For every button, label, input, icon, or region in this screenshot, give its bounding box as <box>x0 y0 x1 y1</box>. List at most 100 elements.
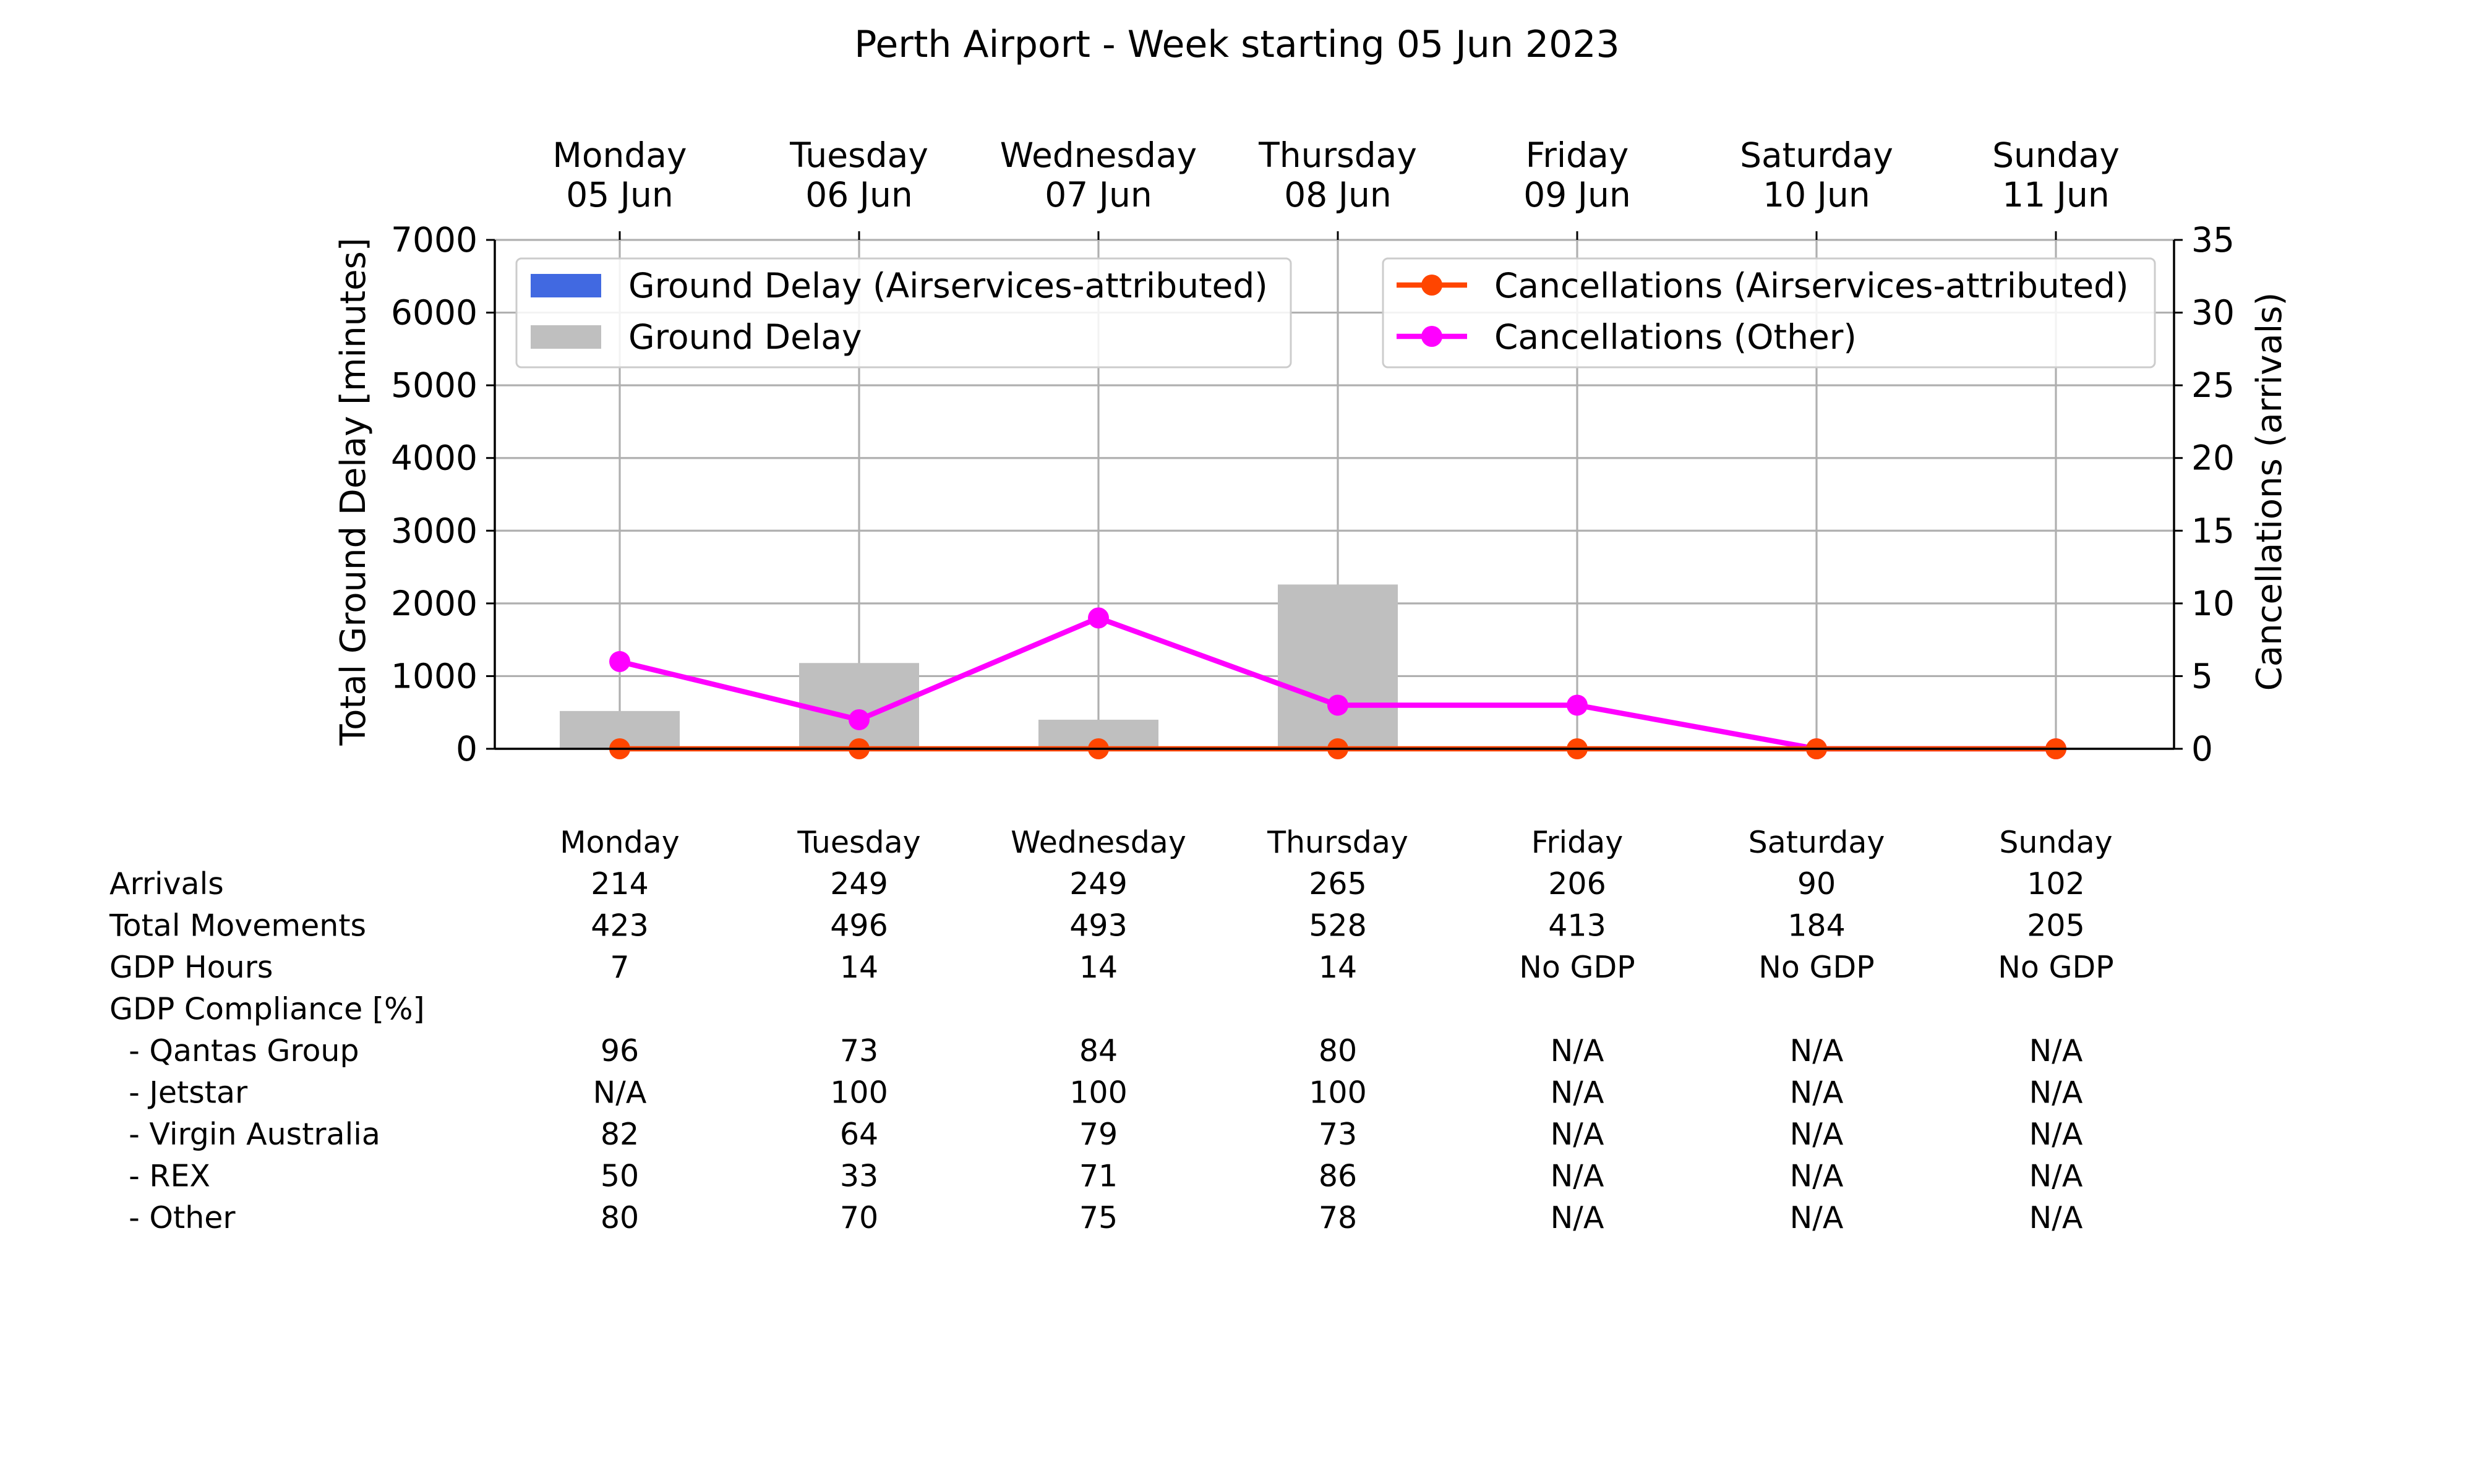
table-cell: N/A <box>2029 1075 2083 1111</box>
point-cancellations-other <box>609 650 630 672</box>
right-tick-label: 35 <box>2191 220 2235 260</box>
table-column-header: Friday <box>1531 825 1624 860</box>
right-tick-label: 10 <box>2191 584 2235 623</box>
table-cell: N/A <box>1790 1033 1844 1068</box>
table-cell: N/A <box>2029 1033 2083 1068</box>
legend-box <box>1382 257 2156 369</box>
left-axis-label: Total Ground Delay [minutes] <box>333 237 374 746</box>
left-tick-label: 2000 <box>391 584 477 623</box>
table-cell: No GDP <box>1998 950 2113 985</box>
table-row-label: - REX <box>109 1159 210 1194</box>
axes <box>494 240 2175 750</box>
legend-label: Ground Delay <box>628 317 862 357</box>
table-cell: 14 <box>840 950 878 985</box>
top-label-date: 10 Jun <box>1763 175 1870 215</box>
left-tick-label: 4000 <box>391 438 477 478</box>
point-cancellations-other <box>1567 694 1588 716</box>
top-label-day: Saturday <box>1740 135 1893 175</box>
table-cell: 71 <box>1079 1159 1118 1194</box>
top-label-date: 05 Jun <box>566 175 673 215</box>
right-tick-label: 25 <box>2191 365 2235 405</box>
right-tick-label: 15 <box>2191 511 2235 550</box>
right-axis-label: Cancellations (arrivals) <box>2249 292 2290 691</box>
table-cell: 528 <box>1309 908 1367 944</box>
left-axis-ticks: 0 1000 2000 3000 4000 5000 6000 7000 <box>391 220 495 769</box>
right-tick-label: 5 <box>2191 656 2213 696</box>
table-cell: 84 <box>1079 1033 1118 1068</box>
table-cell: 80 <box>1319 1033 1357 1068</box>
right-axis-ticks: 0 5 10 15 20 25 30 35 <box>2174 220 2235 769</box>
table-cell: N/A <box>1551 1200 1604 1235</box>
left-tick-label: 3000 <box>391 511 477 550</box>
table-cell: 100 <box>1309 1075 1367 1111</box>
table-cell: 184 <box>1787 908 1846 944</box>
table-column-header: Thursday <box>1267 825 1408 860</box>
table-cell: 265 <box>1309 866 1367 902</box>
table-cell: N/A <box>1790 1075 1844 1111</box>
left-tick-label: 7000 <box>391 220 477 260</box>
table-cell: 493 <box>1069 908 1128 944</box>
right-tick-label: 30 <box>2191 293 2235 333</box>
table-cell: 70 <box>840 1200 878 1235</box>
table-cell: 14 <box>1079 950 1118 985</box>
table-column-header: Saturday <box>1748 825 1885 860</box>
table-cell: N/A <box>1551 1033 1604 1068</box>
legend-swatch <box>531 325 601 349</box>
table-cell: 79 <box>1079 1117 1118 1152</box>
top-label-day: Wednesday <box>1000 135 1197 175</box>
legend-label: Cancellations (Other) <box>1494 317 1857 357</box>
top-label-day: Thursday <box>1258 135 1417 175</box>
legend-box <box>515 257 1292 369</box>
table-cell: 249 <box>830 866 888 902</box>
top-label-date: 09 Jun <box>1523 175 1630 215</box>
table-cell: 496 <box>830 908 888 944</box>
table-cell: 73 <box>840 1033 878 1068</box>
table-column-header: Wednesday <box>1011 825 1186 860</box>
table-cell: N/A <box>1551 1159 1604 1194</box>
table-row-label: GDP Compliance [%] <box>109 992 425 1027</box>
right-tick-label: 0 <box>2191 729 2213 769</box>
top-label-day: Tuesday <box>789 135 928 175</box>
top-label-date: 07 Jun <box>1045 175 1152 215</box>
point-cancellations-other <box>849 709 870 730</box>
top-label-day: Monday <box>552 135 687 175</box>
table-cell: 100 <box>1069 1075 1128 1111</box>
table-cell: 205 <box>2027 908 2085 944</box>
legend-label: Ground Delay (Airservices-attributed) <box>628 266 1268 305</box>
left-tick-label: 5000 <box>391 365 477 405</box>
table-cell: N/A <box>1790 1117 1844 1152</box>
left-tick-label: 6000 <box>391 293 477 333</box>
table-cell: 86 <box>1319 1159 1357 1194</box>
table-cell: 64 <box>840 1117 878 1152</box>
top-label-day: Sunday <box>1992 135 2120 175</box>
top-label-date: 08 Jun <box>1284 175 1391 215</box>
table-cell: 413 <box>1548 908 1606 944</box>
table-cell: N/A <box>1551 1075 1604 1111</box>
table-cell: 7 <box>610 950 629 985</box>
table-cell: 33 <box>840 1159 878 1194</box>
table-cell: No GDP <box>1758 950 1874 985</box>
table-column-header: Tuesday <box>797 825 920 860</box>
table-cell: 14 <box>1319 950 1357 985</box>
table-cell: 73 <box>1319 1117 1357 1152</box>
top-label-date: 11 Jun <box>2002 175 2109 215</box>
table-cell: 206 <box>1548 866 1606 902</box>
top-label-day: Friday <box>1526 135 1629 175</box>
table-cell: 249 <box>1069 866 1128 902</box>
table-column-header: Sunday <box>1999 825 2112 860</box>
table-cell: N/A <box>1790 1159 1844 1194</box>
table-cell: No GDP <box>1519 950 1635 985</box>
legend-marker <box>1421 326 1442 347</box>
table-cell: 96 <box>601 1033 639 1068</box>
table-cell: N/A <box>1790 1200 1844 1235</box>
table-cell: N/A <box>2029 1159 2083 1194</box>
table-row-label: Total Movements <box>109 908 366 944</box>
table-cell: 102 <box>2027 866 2085 902</box>
table-cell: 80 <box>601 1200 639 1235</box>
legend-bars: Ground Delay (Airservices-attributed) Gro… <box>515 257 1292 369</box>
left-tick-label: 1000 <box>391 656 477 696</box>
point-cancellations-other <box>1327 694 1348 716</box>
table-cell: 90 <box>1797 866 1836 902</box>
bar-ground-delay <box>799 663 919 749</box>
